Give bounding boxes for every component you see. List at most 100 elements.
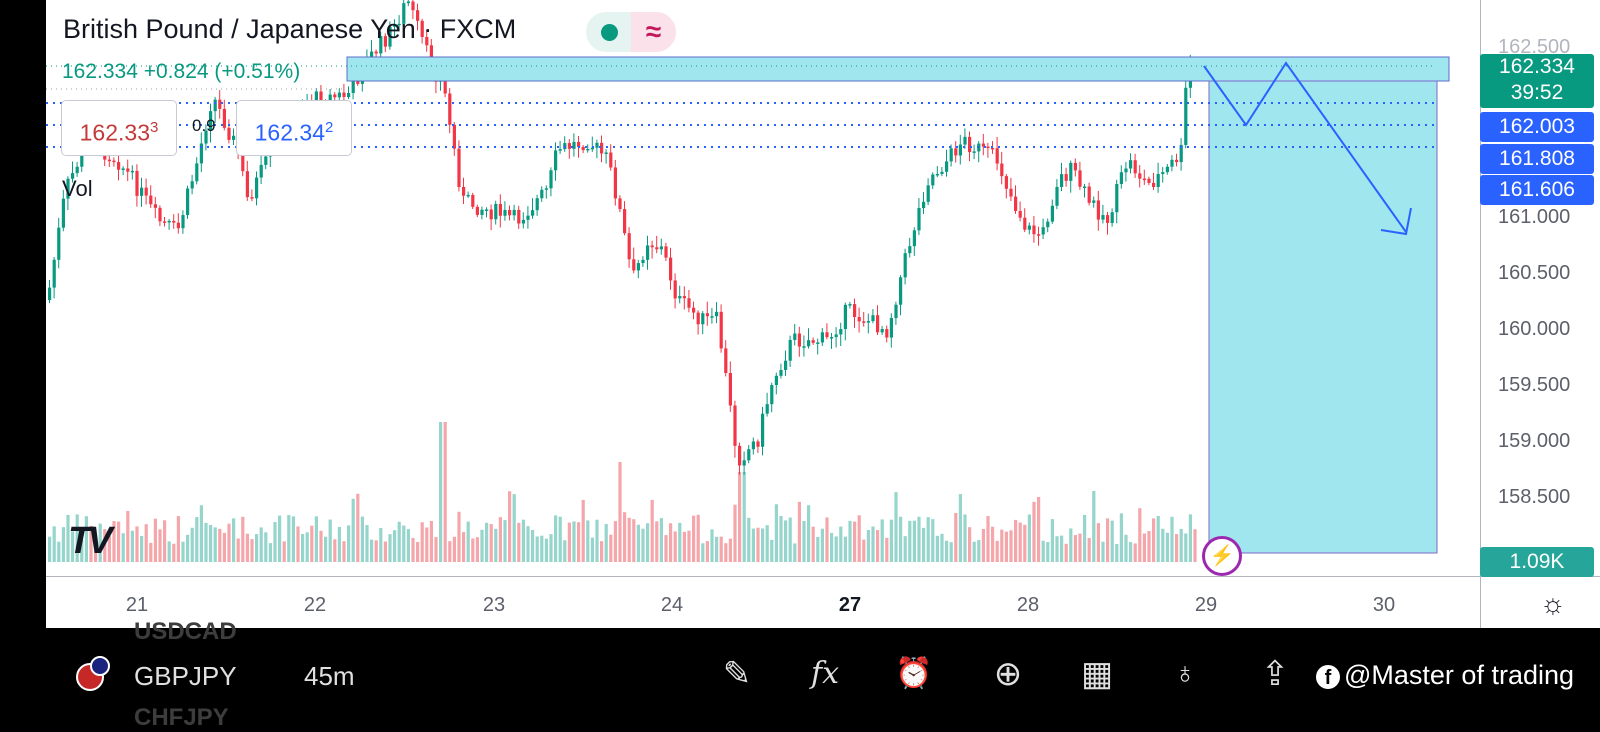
volume-bar (1165, 532, 1169, 562)
candle-body (1050, 205, 1054, 222)
volume-bar (682, 531, 686, 562)
candle-body (1009, 188, 1013, 197)
volume-bar (669, 523, 673, 562)
price-chart[interactable] (46, 0, 1600, 628)
volume-bar (494, 528, 498, 562)
candle-body (135, 170, 139, 196)
candle-body (462, 187, 466, 196)
volume-badge: 1.09K (1480, 547, 1594, 577)
candle-body (963, 136, 967, 145)
function-icon[interactable]: fx (810, 656, 840, 691)
candle-body (687, 298, 691, 308)
symbol-selector[interactable]: GBPJPY (134, 661, 237, 691)
candle-body (475, 206, 479, 215)
volume-bar (80, 539, 84, 562)
candle-body (402, 3, 406, 24)
candle-body (1055, 187, 1059, 206)
facebook-icon: f (1316, 664, 1340, 689)
candle-body (949, 148, 953, 162)
volume-bar (94, 537, 98, 562)
watermark: f @Master of trading (1316, 660, 1574, 691)
volume-bar (618, 462, 622, 562)
candle-body (163, 221, 167, 223)
volume-bar (498, 517, 502, 562)
candle-body (659, 246, 663, 250)
lightning-icon[interactable]: ⚡ (1202, 536, 1242, 576)
plus-circle-icon[interactable]: ⊕ (993, 655, 1023, 693)
volume-bar (563, 540, 567, 562)
buy-button[interactable]: 162.342 (236, 100, 352, 156)
volume-bar (89, 525, 93, 562)
volume-bar (623, 512, 627, 562)
volume-bar (508, 491, 512, 562)
volume-bar (531, 529, 535, 562)
volume-bar (774, 504, 778, 562)
bar-countdown: 39:52 (1510, 81, 1564, 104)
volume-bar (213, 527, 217, 562)
volume-bar (1188, 514, 1192, 562)
lightbulb-icon[interactable]: ♁ (1173, 657, 1197, 690)
volume-bar (324, 536, 328, 562)
volume-bar (429, 521, 433, 562)
volume-bar (153, 518, 157, 562)
volume-bar (1050, 519, 1054, 562)
candle-body (1147, 178, 1151, 183)
volume-bar (991, 526, 995, 562)
candle-body (526, 215, 530, 220)
candle-body (843, 304, 847, 330)
volume-bar (793, 543, 797, 562)
volume-bar (604, 523, 608, 562)
candle-body (498, 203, 502, 216)
candle-body (636, 263, 640, 271)
alarm-add-icon[interactable]: ⏰ (895, 657, 933, 690)
chart-area[interactable]: British Pound / Japanese Yen · FXCM ≈ 16… (46, 0, 1600, 628)
grid-icon[interactable]: ▦ (1080, 655, 1114, 693)
volume-bar (834, 536, 838, 562)
volume-bar (517, 522, 521, 562)
share-icon[interactable]: ⇪ (1260, 655, 1290, 693)
candle-body (705, 313, 709, 317)
volume-bar (264, 532, 268, 562)
candle-body (719, 311, 723, 349)
candle-body (1087, 186, 1091, 203)
candle-body (1152, 182, 1156, 187)
candle-body (1129, 160, 1133, 169)
candle-body (521, 219, 525, 224)
candle-body (52, 259, 56, 288)
candle-body (1161, 172, 1165, 175)
candle-body (623, 209, 627, 234)
level-badge: 161.606 (1480, 175, 1594, 205)
candle-body (397, 23, 401, 26)
candle-body (931, 174, 935, 186)
candle-body (613, 167, 617, 199)
volume-bar (857, 515, 861, 562)
candle-body (204, 130, 208, 144)
volume-bar (770, 539, 774, 562)
volume-bar (1018, 522, 1022, 562)
timeframe-selector[interactable]: 45m (304, 661, 355, 691)
tradingview-logo: TV (68, 520, 113, 562)
candle-body (48, 287, 52, 300)
market-status-pill[interactable]: ≈ (586, 12, 676, 52)
volume-indicator-label[interactable]: Vol (62, 176, 93, 201)
gear-icon[interactable]: ☼ (1540, 588, 1566, 619)
date-tick: 29 (1194, 594, 1218, 616)
volume-bar (71, 531, 75, 562)
volume-bar (489, 524, 493, 562)
volume-bar (641, 528, 645, 562)
volume-bar (1064, 543, 1068, 562)
candle-body (1096, 200, 1100, 220)
volume-bar (747, 517, 751, 562)
candle-body (1142, 178, 1146, 181)
date-tick: 23 (482, 594, 506, 616)
volume-bar (439, 422, 443, 562)
pencil-icon[interactable]: ✎ (722, 655, 752, 693)
volume-bar (273, 522, 277, 562)
candle-body (1115, 183, 1119, 213)
volume-bar (301, 533, 305, 562)
sell-button[interactable]: 162.333 (61, 100, 177, 156)
candle-body (250, 197, 254, 199)
candle-body (1078, 170, 1082, 187)
volume-bar (866, 530, 870, 562)
candle-body (61, 198, 65, 228)
